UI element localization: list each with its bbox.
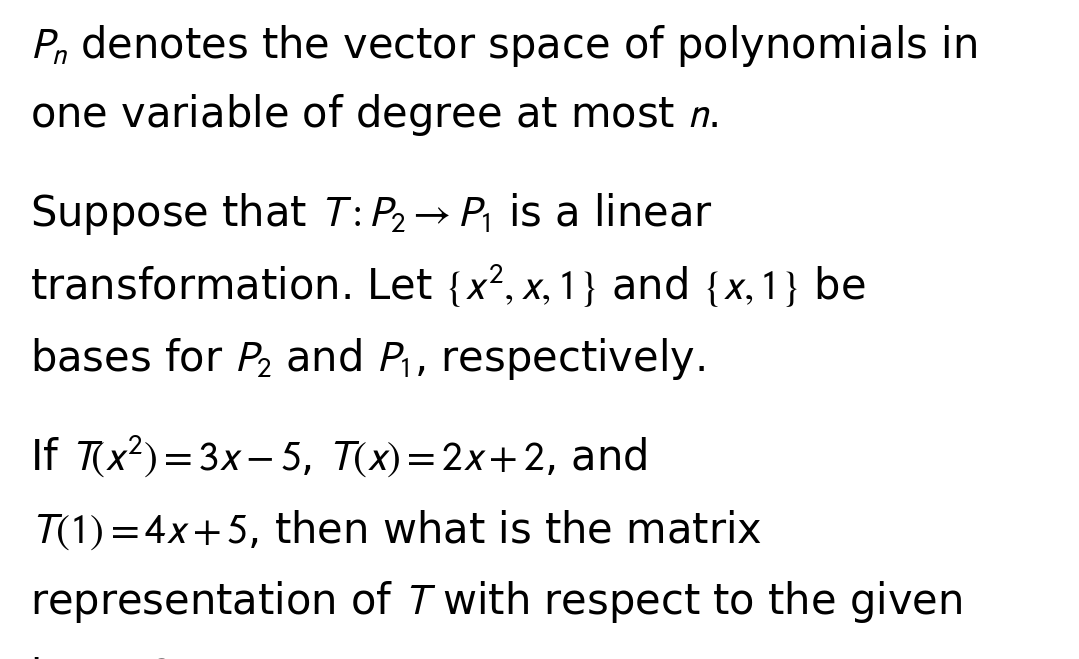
Text: $T(1) = 4x + 5$, then what is the matrix: $T(1) = 4x + 5$, then what is the matrix [30, 509, 762, 552]
Text: bases?: bases? [30, 656, 174, 659]
Text: Suppose that $T : P_2 \rightarrow P_1$ is a linear: Suppose that $T : P_2 \rightarrow P_1$ i… [30, 191, 713, 237]
Text: bases for $P_2$ and $P_1$, respectively.: bases for $P_2$ and $P_1$, respectively. [30, 336, 706, 382]
Text: representation of $T$ with respect to the given: representation of $T$ with respect to th… [30, 579, 962, 625]
Text: If $T\!(x^2) = 3x - 5$, $T(x) = 2x + 2$, and: If $T\!(x^2) = 3x - 5$, $T(x) = 2x + 2$,… [30, 434, 647, 480]
Text: $P_n$ denotes the vector space of polynomials in: $P_n$ denotes the vector space of polyno… [30, 23, 978, 69]
Text: one variable of degree at most $n$.: one variable of degree at most $n$. [30, 92, 719, 138]
Text: transformation. Let $\{x^2, x, 1\}$ and $\{x, 1\}$ be: transformation. Let $\{x^2, x, 1\}$ and … [30, 262, 865, 310]
